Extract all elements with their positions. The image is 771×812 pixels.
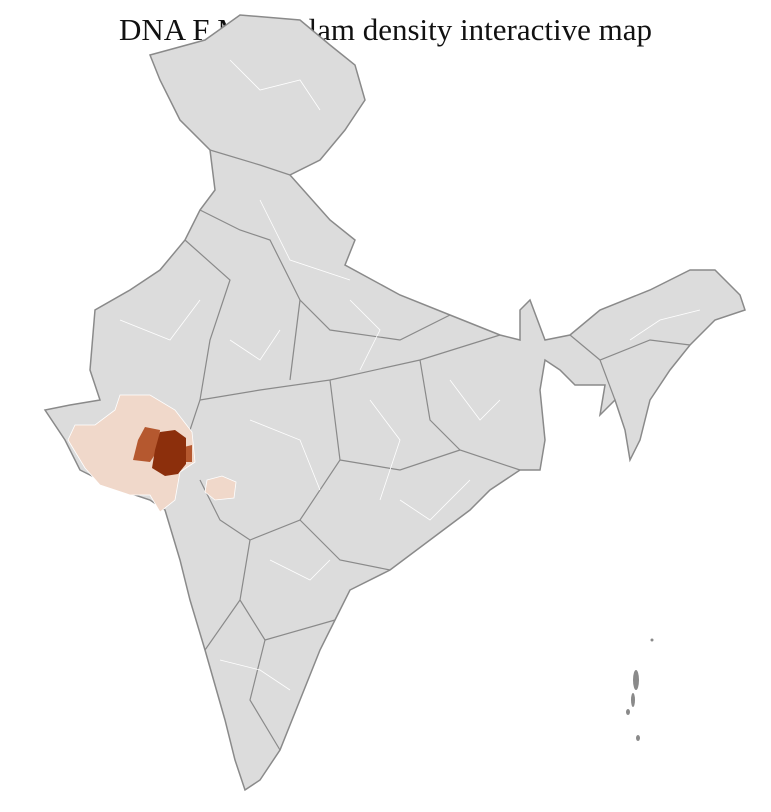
district-borders	[119, 59, 701, 691]
region-high-core[interactable]	[152, 430, 186, 476]
region-medium-west[interactable]	[133, 427, 160, 462]
density-regions[interactable]	[67, 394, 237, 513]
region-gujarat-low[interactable]	[67, 394, 196, 513]
state-borders	[184, 149, 691, 751]
region-maharashtra-low[interactable]	[204, 475, 237, 501]
andaman-islands	[626, 638, 654, 741]
india-outline[interactable]	[43, 14, 746, 792]
